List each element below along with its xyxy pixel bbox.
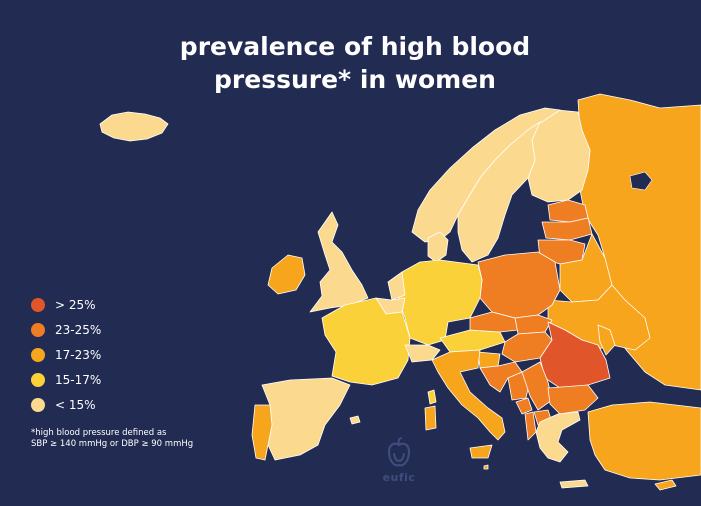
footnote-line-2: SBP ≥ 140 mmHg or DBP ≥ 90 mmHg [31, 439, 194, 449]
region-italy [469, 444, 493, 459]
region-turkey [587, 401, 701, 481]
region-spain [261, 377, 351, 461]
region-austria [439, 329, 506, 353]
title-line-1: prevalence of high blood [179, 32, 531, 61]
region-france [427, 389, 437, 405]
footnote-line-1: *high blood pressure defined as [31, 428, 167, 438]
region-slovakia [514, 314, 553, 335]
legend-label: 23-25% [55, 322, 102, 337]
legend-item: 23-25% [31, 317, 101, 342]
region-greece [535, 411, 581, 463]
legend-item: 17-23% [31, 342, 101, 367]
region-montenegro [515, 397, 533, 415]
apple-icon [387, 437, 411, 467]
legend-label: < 15% [55, 397, 96, 412]
logo-text: eufic [382, 471, 416, 484]
eufic-logo: eufic [374, 437, 424, 484]
region-moldova [597, 324, 616, 356]
legend-label: 17-23% [55, 347, 102, 362]
region-netherlands [387, 271, 406, 301]
lake-ladoga [629, 171, 653, 191]
legend-item: > 25% [31, 292, 101, 317]
region-estonia [547, 199, 589, 223]
region-denmark [427, 231, 449, 263]
legend-swatch [31, 347, 45, 362]
region-switzerland [404, 344, 441, 363]
region-bulgaria [547, 384, 599, 415]
region-iceland [99, 111, 169, 142]
region-italy [424, 405, 437, 431]
region-germany [397, 259, 483, 346]
legend-label: 15-17% [55, 372, 102, 387]
region-poland [477, 251, 561, 319]
region-portugal [251, 404, 273, 461]
title-line-2: pressure* in women [214, 65, 496, 94]
region-sweden [457, 121, 541, 263]
legend-swatch [31, 397, 45, 412]
legend-swatch [31, 297, 45, 312]
legend-label: > 25% [55, 297, 96, 312]
region-france [321, 297, 411, 386]
region-united-kingdom [309, 211, 369, 313]
legend-item: 15-17% [31, 367, 101, 392]
page-title: prevalence of high blood pressure* in wo… [150, 30, 560, 96]
region-italy [431, 349, 506, 441]
region-cyprus [654, 479, 677, 491]
legend-swatch [31, 322, 45, 337]
region-romania [539, 321, 611, 389]
legend-swatch [31, 372, 45, 387]
region-ireland [267, 254, 306, 295]
region-albania [524, 411, 537, 441]
region-malta [483, 464, 489, 470]
region-slovenia [477, 351, 501, 369]
legend-item: < 15% [31, 392, 101, 417]
region-spain [349, 415, 361, 425]
footnote: *high blood pressure defined as SBP ≥ 14… [31, 428, 193, 450]
region-greece [559, 479, 589, 489]
legend: > 25% 23-25% 17-23% 15-17% < 15% [31, 292, 101, 417]
